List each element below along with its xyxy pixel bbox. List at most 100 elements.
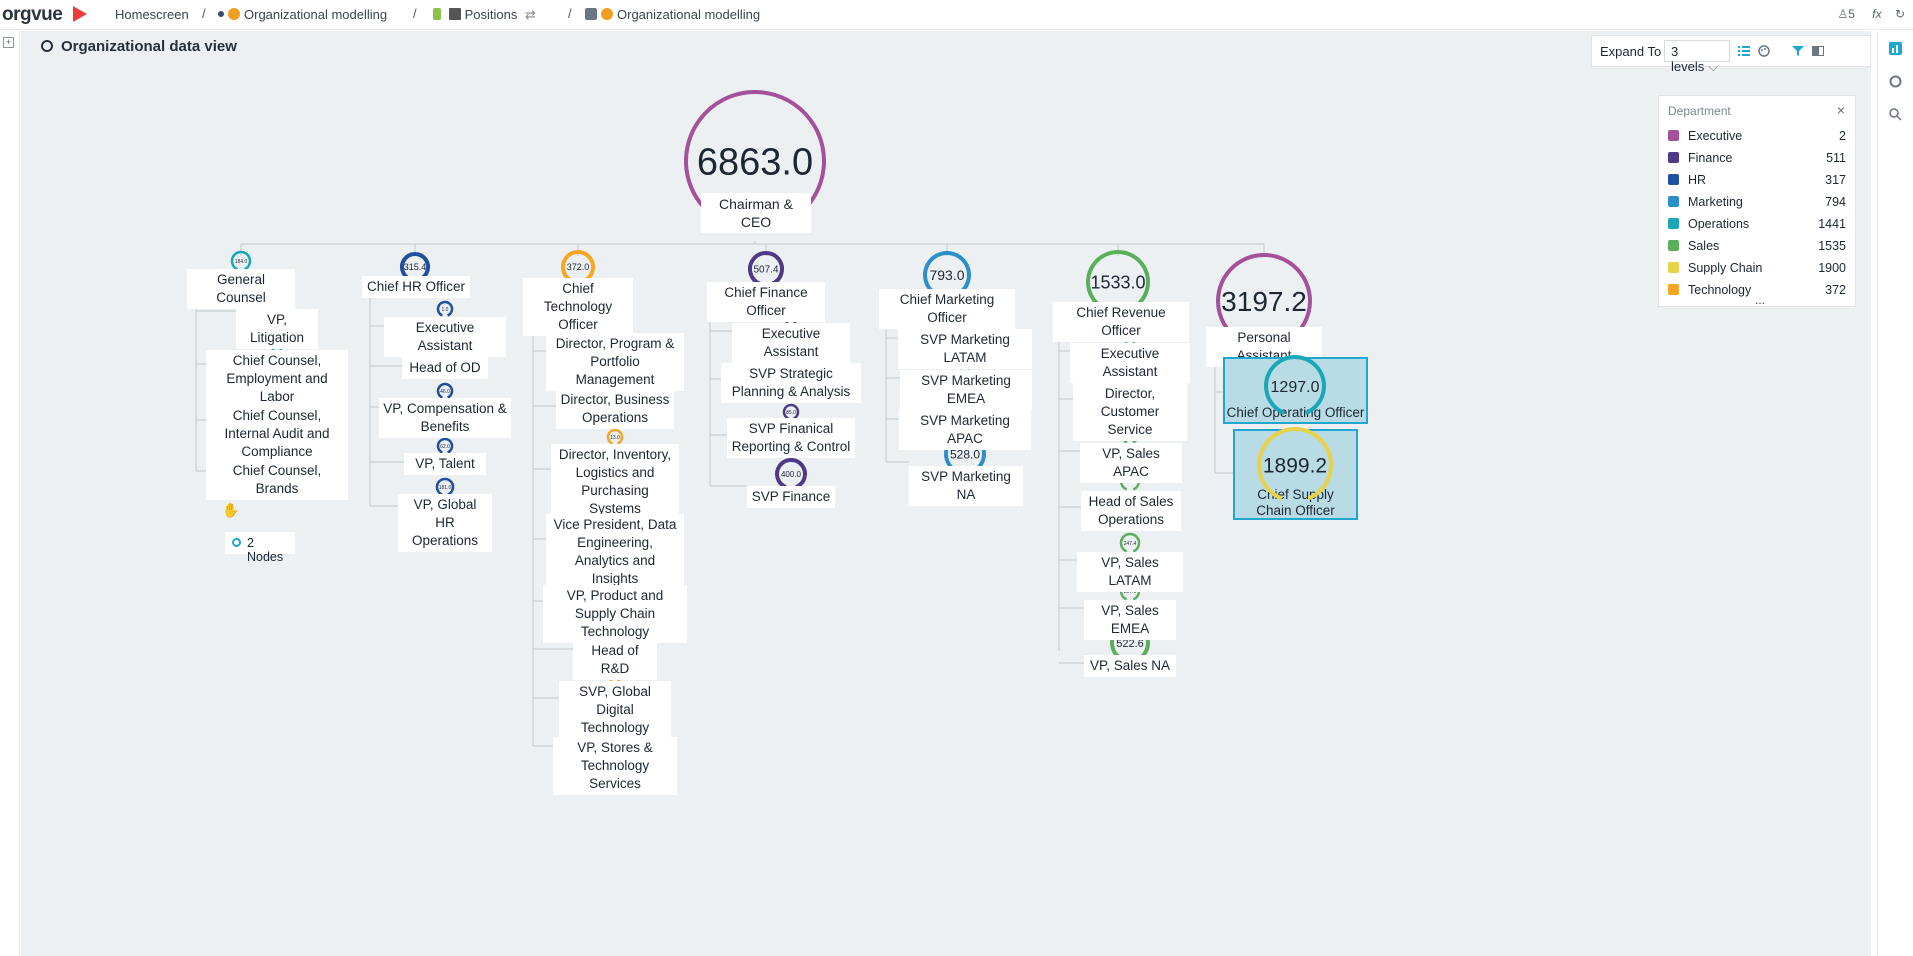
node-hr-5[interactable]: VP, Global HR Operations [398, 494, 492, 552]
formula-icon[interactable]: fx [1872, 7, 1882, 21]
breadcrumb-home[interactable]: Homescreen [115, 7, 189, 22]
node-cro[interactable]: Chief Revenue Officer [1053, 302, 1189, 342]
palette-icon[interactable] [1758, 45, 1770, 57]
node-cfo-3[interactable]: SVP Finanical Reporting & Control [727, 418, 855, 458]
node-cto-4[interactable]: Vice President, Data Engineering, Analyt… [546, 514, 684, 590]
node-cro-1[interactable]: Executive Assistant [1070, 343, 1190, 383]
cto-ring [561, 250, 595, 283]
cmo-ring [923, 251, 971, 298]
node-cmo-1[interactable]: SVP Marketing LATAM [898, 329, 1032, 369]
legend-name: Operations [1688, 217, 1750, 231]
more-icon[interactable]: ... [1755, 293, 1766, 307]
node-cfo[interactable]: Chief Finance Officer [707, 282, 825, 322]
node-cto-7[interactable]: SVP, Global Digital Technology [559, 681, 671, 739]
hr-ring [400, 252, 430, 281]
close-icon[interactable]: × [1836, 102, 1845, 118]
legend-item-hr[interactable]: HR 317 [1668, 172, 1848, 188]
legend-name: Supply Chain [1688, 261, 1763, 275]
legend-count: 2 [1839, 129, 1846, 143]
levels-select[interactable]: 3 levels ⌵ [1664, 40, 1730, 74]
legend-item-technology[interactable]: Technology 372 [1668, 282, 1848, 298]
legend-count: 372 [1825, 283, 1846, 297]
legend-item-sales[interactable]: Sales 1535 [1668, 238, 1848, 254]
hr-3-ring [436, 382, 454, 399]
orgvue-logo[interactable]: orgvue [2, 4, 63, 25]
left-rail: + [0, 31, 20, 956]
legend-count: 1441 [1818, 217, 1846, 231]
node-cto-8[interactable]: VP, Stores & Technology Services [553, 737, 677, 795]
node-cto[interactable]: Chief Technology Officer [523, 278, 633, 336]
node-cmo-3[interactable]: SVP Marketing APAC [899, 410, 1031, 450]
legend-name: HR [1688, 173, 1707, 187]
node-hr-1[interactable]: Executive Assistant [384, 317, 506, 357]
node-ceo[interactable]: Chairman & CEO [701, 193, 811, 233]
list-view-icon[interactable] [1738, 45, 1750, 57]
node-hr-2[interactable]: Head of OD [402, 357, 488, 379]
node-cfo-4[interactable]: SVP Finance [747, 486, 835, 508]
swap-icon[interactable]: ⇄ [525, 7, 536, 22]
node-gc-3[interactable]: Chief Counsel, Internal Audit and Compli… [206, 405, 348, 463]
node-chief-operating-officer[interactable]: Chief Operating Officer [1223, 357, 1368, 424]
breadcrumb-item-organizational-modelling-current[interactable]: Organizational modelling [585, 7, 760, 22]
brain-icon [228, 8, 240, 20]
legend-item-supply-chain[interactable]: Supply Chain 1900 [1668, 260, 1848, 276]
user-count: 5 [1848, 7, 1855, 21]
legend-name: Technology [1688, 283, 1752, 297]
circle-icon[interactable] [1888, 74, 1903, 89]
view-title: Organizational data view [41, 38, 237, 55]
node-cto-1[interactable]: Director, Program & Portfolio Management [546, 333, 684, 391]
node-gc-1[interactable]: VP, Litigation [236, 309, 318, 349]
node-cto-5[interactable]: VP, Product and Supply Chain Technology [543, 585, 687, 643]
node-hr-4[interactable]: VP, Talent [404, 453, 486, 475]
expand-panel-icon[interactable]: + [3, 37, 14, 48]
legend-item-marketing[interactable]: Marketing 794 [1668, 194, 1848, 210]
node-cmo[interactable]: Chief Marketing Officer [879, 289, 1015, 329]
legend-item-operations[interactable]: Operations 1441 [1668, 216, 1848, 232]
node-chief-supply-chain-officer[interactable]: Chief Supply Chain Officer [1233, 429, 1358, 520]
node-gc[interactable]: General Counsel [187, 269, 295, 309]
node-hr-3[interactable]: VP, Compensation & Benefits [379, 398, 511, 438]
breadcrumb-item-organizational-modelling[interactable]: Organizational modelling [218, 7, 387, 22]
node-cmo-2[interactable]: SVP Marketing EMEA [900, 370, 1032, 410]
node-cto-3[interactable]: Director, Inventory, Logistics and Purch… [551, 444, 679, 520]
node-hr[interactable]: Chief HR Officer [362, 276, 470, 298]
node-cto-6[interactable]: Head of R&D [573, 640, 657, 680]
org-canvas[interactable]: Organizational data view Expand To 3 lev… [21, 31, 1871, 956]
node-cmo-4[interactable]: SVP Marketing NA [909, 466, 1023, 506]
cfo-value: 507.4 [753, 265, 778, 276]
search-icon[interactable] [1888, 107, 1903, 122]
node-cro-5[interactable]: VP, Sales LATAM [1077, 552, 1183, 592]
node-gc-2[interactable]: Chief Counsel, Employment and Labor [206, 350, 348, 408]
expand-to-label: Expand To [1600, 44, 1662, 59]
legend-swatch [1668, 240, 1679, 251]
legend-swatch [1668, 152, 1679, 163]
breadcrumb-item-positions[interactable]: Positions ⇄ [433, 7, 536, 23]
users-icon[interactable]: ♙ [1837, 7, 1849, 21]
pan-hand-icon[interactable]: ✋ [222, 502, 240, 518]
node-gc-4[interactable]: Chief Counsel, Brands [206, 460, 348, 500]
legend-name: Executive [1688, 129, 1743, 143]
panel-icon[interactable] [1812, 45, 1824, 57]
node-cro-3[interactable]: VP, Sales APAC [1080, 443, 1182, 483]
node-cro-4[interactable]: Head of Sales Operations [1081, 491, 1181, 531]
node-cfo-2[interactable]: SVP Strategic Planning & Analysis [721, 363, 861, 403]
legend-item-executive[interactable]: Executive 2 [1668, 128, 1848, 144]
cto-3-ring [606, 428, 624, 445]
cro-5-value: 247.4 [1124, 541, 1137, 547]
chart-view-icon[interactable] [1888, 41, 1903, 56]
hr-5-ring [435, 477, 455, 496]
flask-icon [433, 8, 441, 20]
legend-swatch [1668, 218, 1679, 229]
filter-icon[interactable] [1792, 45, 1804, 57]
node-cro-2[interactable]: Director, Customer Service [1073, 383, 1187, 441]
node-cro-7[interactable]: VP, Sales NA [1084, 655, 1176, 677]
legend-swatch [1668, 196, 1679, 207]
node-cto-2[interactable]: Director, Business Operations [556, 389, 674, 429]
ceo-ring [684, 90, 826, 228]
legend-item-finance[interactable]: Finance 511 [1668, 150, 1848, 166]
node-cfo-1[interactable]: Executive Assistant [732, 323, 850, 363]
nodes-count-chip[interactable]: 2 Nodes [225, 532, 295, 564]
node-cro-6[interactable]: VP, Sales EMEA [1084, 600, 1176, 640]
refresh-icon[interactable]: ↻ [1894, 7, 1905, 21]
hr-1-value: 1.0 [442, 307, 449, 313]
